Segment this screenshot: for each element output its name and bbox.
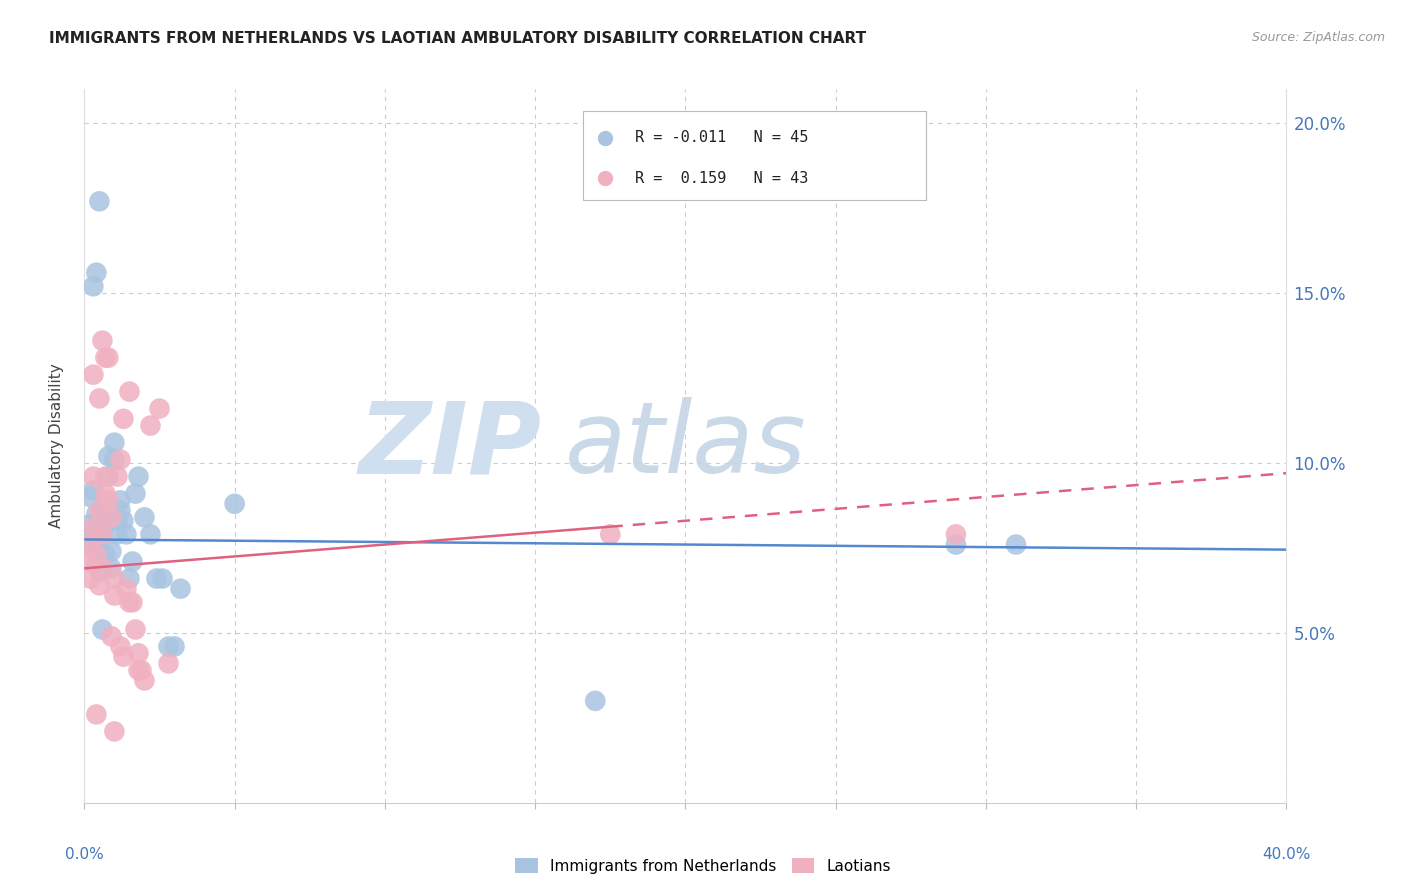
Point — [79, 572, 101, 586]
Point — [82, 279, 104, 293]
Point — [127, 646, 149, 660]
Point — [82, 520, 104, 534]
Point — [89, 578, 111, 592]
Point — [599, 527, 621, 541]
Point — [97, 449, 120, 463]
Point — [89, 392, 111, 406]
Point — [118, 595, 141, 609]
Point — [97, 469, 120, 483]
Point — [79, 517, 101, 532]
Point — [112, 649, 135, 664]
Point — [94, 351, 117, 365]
Point — [86, 507, 108, 521]
Point — [103, 452, 125, 467]
Point — [583, 694, 606, 708]
Point — [94, 469, 117, 483]
Point — [112, 412, 135, 426]
Text: 0.0%: 0.0% — [65, 847, 104, 862]
Point — [100, 561, 122, 575]
Point — [100, 544, 122, 558]
Text: Source: ZipAtlas.com: Source: ZipAtlas.com — [1251, 31, 1385, 45]
Point — [1005, 537, 1028, 551]
Point — [89, 503, 111, 517]
Point — [145, 572, 167, 586]
Point — [157, 657, 180, 671]
Point — [945, 537, 967, 551]
Point — [110, 640, 132, 654]
Point — [89, 537, 111, 551]
Point — [86, 266, 108, 280]
Text: IMMIGRANTS FROM NETHERLANDS VS LAOTIAN AMBULATORY DISABILITY CORRELATION CHART: IMMIGRANTS FROM NETHERLANDS VS LAOTIAN A… — [49, 31, 866, 46]
Point — [103, 572, 125, 586]
Point — [103, 435, 125, 450]
Point — [79, 537, 101, 551]
Point — [82, 483, 104, 498]
Point — [110, 503, 132, 517]
FancyBboxPatch shape — [583, 111, 927, 200]
Point — [152, 572, 174, 586]
Point — [121, 555, 143, 569]
Text: atlas: atlas — [565, 398, 807, 494]
Point — [94, 486, 117, 500]
Point — [82, 524, 104, 538]
Point — [107, 514, 129, 528]
Point — [94, 517, 117, 532]
Point — [82, 541, 104, 555]
Point — [79, 490, 101, 504]
Point — [169, 582, 191, 596]
Point — [127, 469, 149, 483]
Text: R =  0.159   N = 43: R = 0.159 N = 43 — [636, 171, 808, 186]
Point — [97, 351, 120, 365]
Point — [91, 334, 114, 348]
Point — [91, 527, 114, 541]
Point — [91, 561, 114, 575]
Point — [89, 565, 111, 579]
Point — [82, 368, 104, 382]
Point — [121, 595, 143, 609]
Point — [124, 486, 146, 500]
Point — [134, 673, 156, 688]
Point — [134, 510, 156, 524]
Point — [163, 640, 186, 654]
Point — [124, 623, 146, 637]
Point — [224, 497, 246, 511]
Point — [945, 527, 967, 541]
Point — [89, 194, 111, 209]
Point — [118, 572, 141, 586]
Point — [86, 707, 108, 722]
Legend: Immigrants from Netherlands, Laotians: Immigrants from Netherlands, Laotians — [509, 852, 897, 880]
Text: 40.0%: 40.0% — [1263, 847, 1310, 862]
Point — [115, 582, 138, 596]
Text: R = -0.011   N = 45: R = -0.011 N = 45 — [636, 130, 808, 145]
Point — [110, 452, 132, 467]
Point — [94, 548, 117, 562]
Point — [107, 469, 129, 483]
Point — [91, 503, 114, 517]
Point — [91, 623, 114, 637]
Y-axis label: Ambulatory Disability: Ambulatory Disability — [49, 364, 63, 528]
Point — [115, 527, 138, 541]
Point — [103, 724, 125, 739]
Point — [82, 469, 104, 483]
Point — [127, 663, 149, 677]
Point — [157, 640, 180, 654]
Point — [97, 493, 120, 508]
Point — [100, 510, 122, 524]
Point — [118, 384, 141, 399]
Point — [86, 548, 108, 562]
Point — [86, 558, 108, 572]
Point — [91, 527, 114, 541]
Point — [112, 514, 135, 528]
Point — [110, 493, 132, 508]
Point — [76, 555, 98, 569]
Point — [139, 527, 162, 541]
Point — [107, 527, 129, 541]
Point — [131, 663, 153, 677]
Point — [100, 629, 122, 643]
Point — [76, 531, 98, 545]
Point — [148, 401, 170, 416]
Point — [139, 418, 162, 433]
Point — [103, 589, 125, 603]
Text: ZIP: ZIP — [359, 398, 541, 494]
